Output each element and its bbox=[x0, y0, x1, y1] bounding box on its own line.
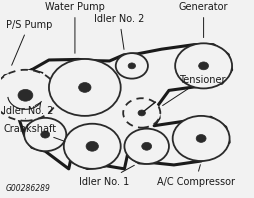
Circle shape bbox=[196, 134, 206, 142]
Text: A/C Compressor: A/C Compressor bbox=[156, 165, 235, 187]
Text: Idler No. 2: Idler No. 2 bbox=[94, 14, 145, 49]
Circle shape bbox=[18, 89, 33, 101]
Circle shape bbox=[142, 142, 152, 150]
Circle shape bbox=[49, 59, 121, 116]
Circle shape bbox=[175, 43, 232, 89]
Circle shape bbox=[173, 116, 230, 161]
Circle shape bbox=[128, 63, 136, 69]
Circle shape bbox=[123, 98, 160, 128]
Text: Tensioner: Tensioner bbox=[163, 75, 225, 106]
Text: Water Pump: Water Pump bbox=[45, 2, 105, 53]
Circle shape bbox=[199, 62, 209, 70]
Circle shape bbox=[0, 70, 58, 121]
Text: Generator: Generator bbox=[179, 2, 228, 38]
Text: Idler No. 2: Idler No. 2 bbox=[3, 106, 54, 119]
Circle shape bbox=[124, 129, 169, 164]
Circle shape bbox=[24, 118, 66, 151]
Text: Crankshaft: Crankshaft bbox=[3, 124, 65, 141]
Circle shape bbox=[116, 53, 148, 79]
Text: Idler No. 1: Idler No. 1 bbox=[80, 165, 134, 187]
Circle shape bbox=[138, 110, 146, 116]
Circle shape bbox=[86, 141, 99, 151]
Circle shape bbox=[79, 83, 91, 92]
Circle shape bbox=[41, 131, 50, 138]
Circle shape bbox=[64, 124, 121, 169]
Text: G00286289: G00286289 bbox=[6, 184, 51, 193]
Text: P/S Pump: P/S Pump bbox=[6, 20, 52, 65]
